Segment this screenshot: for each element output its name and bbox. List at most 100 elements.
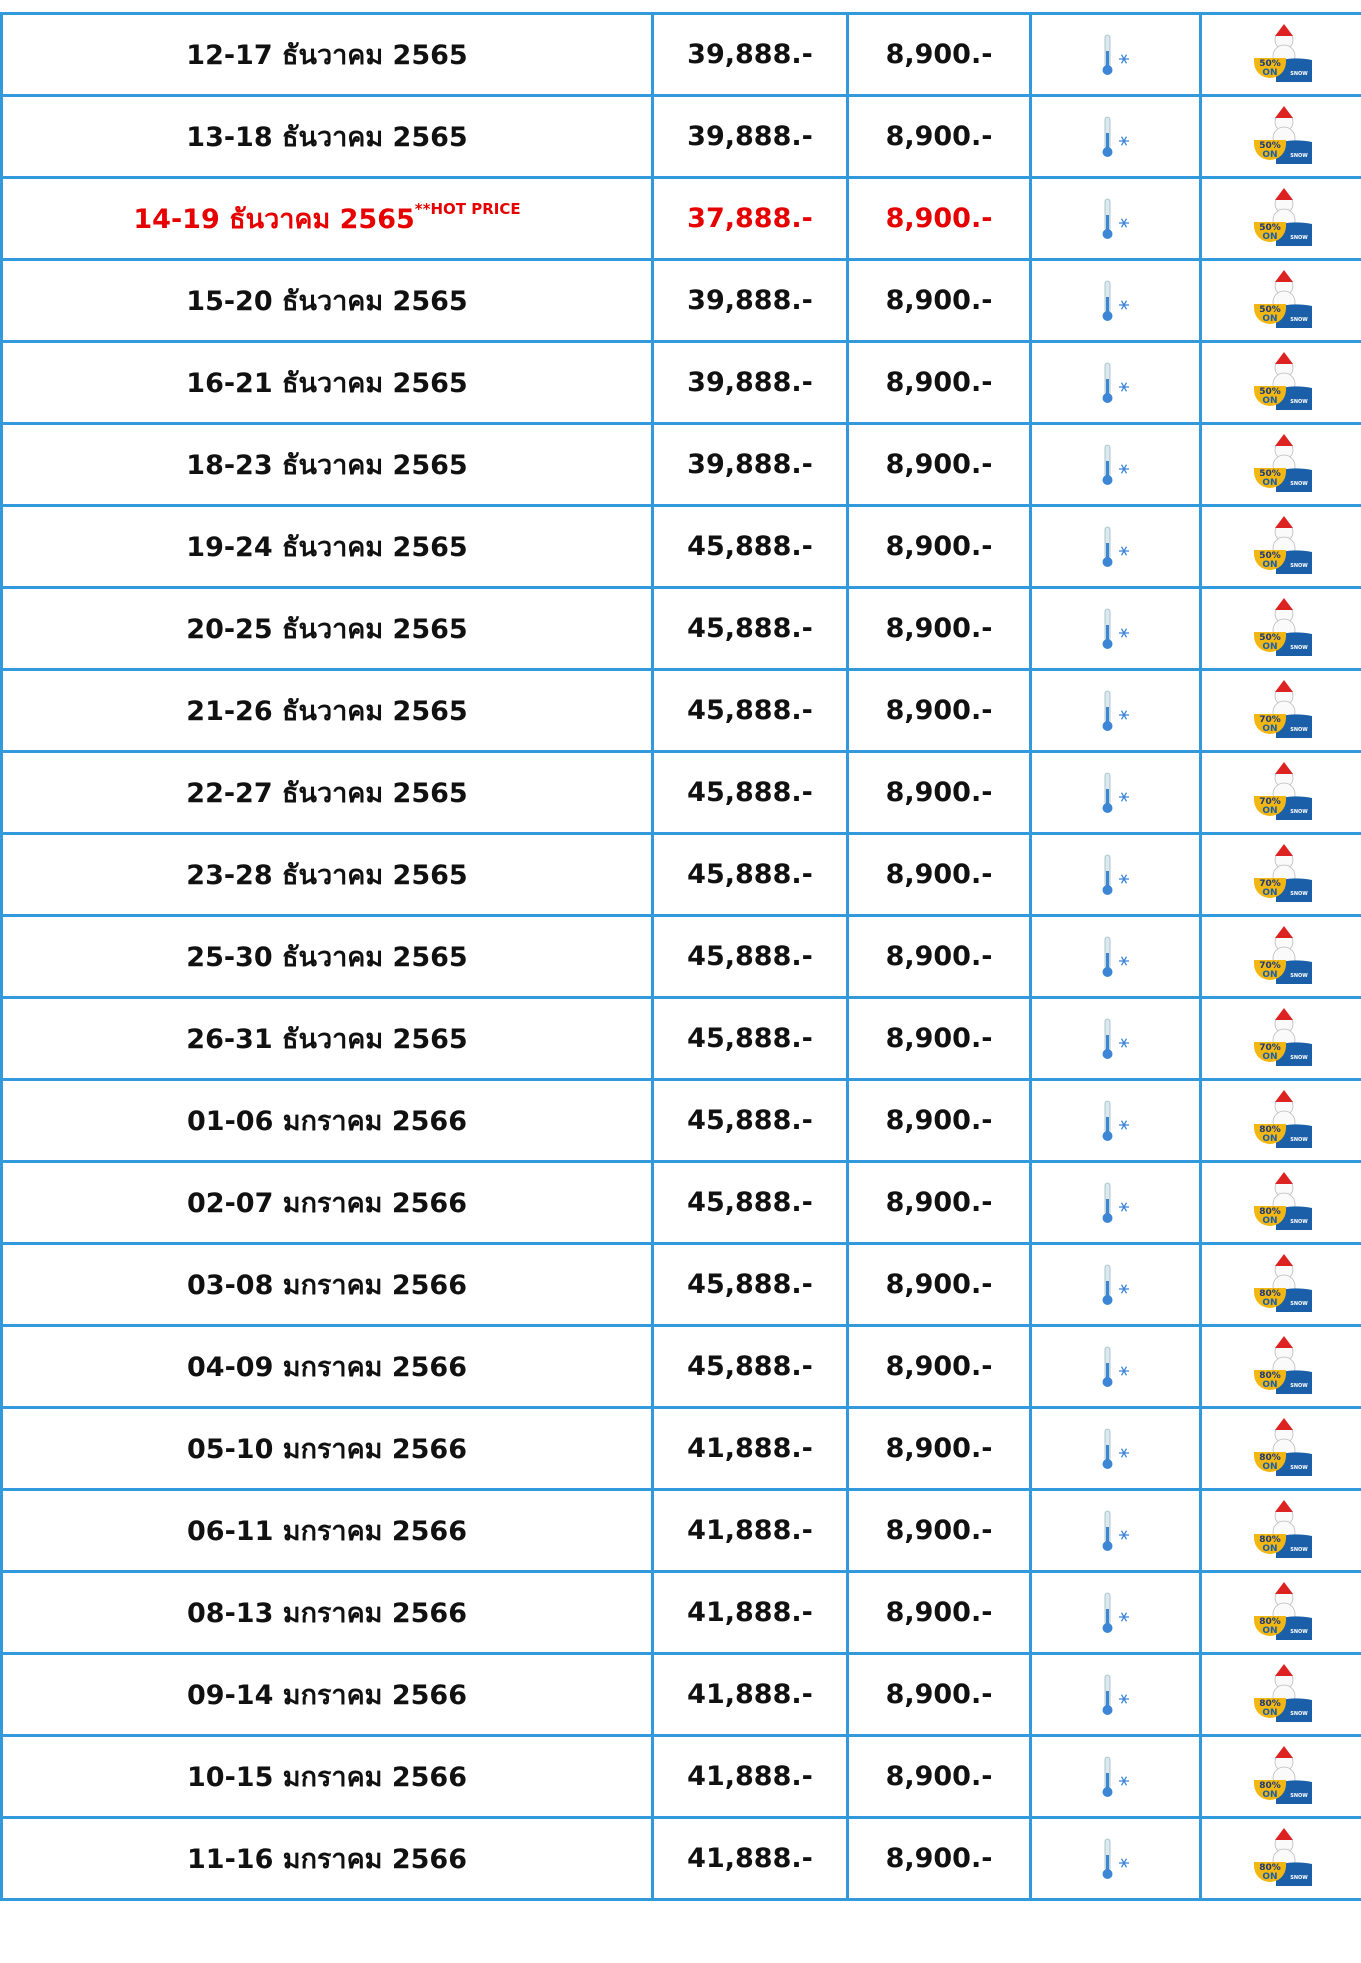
snowman-hat bbox=[1275, 926, 1293, 938]
badge-on: ON bbox=[1262, 970, 1277, 980]
snowman-hat bbox=[1275, 1500, 1293, 1512]
table-row: 01-06 มกราคม 256645,888.-8,900.-80%ONSNO… bbox=[2, 1080, 1361, 1162]
date-cell: 20-25 ธันวาคม 2565 bbox=[2, 588, 653, 670]
badge-on: ON bbox=[1262, 806, 1277, 816]
adult-price: 45,888.- bbox=[687, 695, 813, 726]
weather-cell bbox=[1031, 1736, 1201, 1818]
weather-cell bbox=[1031, 424, 1201, 506]
badge-snow: SNOW bbox=[1290, 1793, 1308, 1799]
single-cell: 8,900.- bbox=[848, 1818, 1031, 1900]
badge-on: ON bbox=[1262, 1380, 1277, 1390]
table-row: 10-15 มกราคม 256641,888.-8,900.-80%ONSNO… bbox=[2, 1736, 1361, 1818]
badge-snow: SNOW bbox=[1290, 71, 1308, 77]
travel-date: 09-14 มกราคม 2566 bbox=[187, 1680, 467, 1711]
thermometer-icon bbox=[1096, 607, 1136, 651]
travel-date: 03-08 มกราคม 2566 bbox=[187, 1270, 467, 1301]
badge-on: ON bbox=[1262, 396, 1277, 406]
thermo-bulb bbox=[1102, 311, 1112, 321]
snow-cell: 50%ONSNOW bbox=[1201, 178, 1361, 260]
badge-on: ON bbox=[1262, 68, 1277, 78]
single-supplement: 8,900.- bbox=[886, 1433, 993, 1464]
badge-snow: SNOW bbox=[1290, 1629, 1308, 1635]
price-cell: 45,888.- bbox=[653, 1162, 848, 1244]
date-cell: 13-18 ธันวาคม 2565 bbox=[2, 96, 653, 178]
thermometer-icon bbox=[1096, 361, 1136, 405]
single-cell: 8,900.- bbox=[848, 1408, 1031, 1490]
thermometer-icon bbox=[1096, 1099, 1136, 1143]
date-cell: 18-23 ธันวาคม 2565 bbox=[2, 424, 653, 506]
snow-cell: 50%ONSNOW bbox=[1201, 260, 1361, 342]
thermo-bulb bbox=[1102, 393, 1112, 403]
price-cell: 37,888.- bbox=[653, 178, 848, 260]
travel-date: 11-16 มกราคม 2566 bbox=[187, 1844, 467, 1875]
table-row: 02-07 มกราคม 256645,888.-8,900.-80%ONSNO… bbox=[2, 1162, 1361, 1244]
snow-cell: 80%ONSNOW bbox=[1201, 1818, 1361, 1900]
badge-snow: SNOW bbox=[1290, 891, 1308, 897]
badge-snow: SNOW bbox=[1290, 1055, 1308, 1061]
thermo-bulb bbox=[1102, 1459, 1112, 1469]
weather-cell bbox=[1031, 1654, 1201, 1736]
snowman-hat bbox=[1275, 1582, 1293, 1594]
snow-badge: 50%ONSNOW bbox=[1250, 514, 1314, 580]
thermometer-icon bbox=[1096, 1263, 1136, 1307]
adult-price: 37,888.- bbox=[687, 203, 813, 234]
weather-cell bbox=[1031, 834, 1201, 916]
snow-badge: 50%ONSNOW bbox=[1250, 104, 1314, 170]
price-cell: 45,888.- bbox=[653, 916, 848, 998]
snow-badge: 70%ONSNOW bbox=[1250, 1006, 1314, 1072]
badge-on: ON bbox=[1262, 724, 1277, 734]
table-row: 25-30 ธันวาคม 256545,888.-8,900.-70%ONSN… bbox=[2, 916, 1361, 998]
single-supplement: 8,900.- bbox=[886, 695, 993, 726]
badge-snow: SNOW bbox=[1290, 481, 1308, 487]
price-cell: 45,888.- bbox=[653, 752, 848, 834]
single-cell: 8,900.- bbox=[848, 1244, 1031, 1326]
single-supplement: 8,900.- bbox=[886, 121, 993, 152]
badge-snow: SNOW bbox=[1290, 1219, 1308, 1225]
travel-date: 15-20 ธันวาคม 2565 bbox=[186, 286, 467, 317]
badge-on: ON bbox=[1262, 478, 1277, 488]
table-row: 16-21 ธันวาคม 256539,888.-8,900.-50%ONSN… bbox=[2, 342, 1361, 424]
thermometer-icon bbox=[1096, 525, 1136, 569]
price-cell: 39,888.- bbox=[653, 14, 848, 96]
thermometer-icon bbox=[1096, 115, 1136, 159]
weather-cell bbox=[1031, 1326, 1201, 1408]
weather-cell bbox=[1031, 916, 1201, 998]
single-cell: 8,900.- bbox=[848, 1162, 1031, 1244]
weather-cell bbox=[1031, 1408, 1201, 1490]
travel-date: 05-10 มกราคม 2566 bbox=[187, 1434, 467, 1465]
snowman-hat bbox=[1275, 1254, 1293, 1266]
single-supplement: 8,900.- bbox=[886, 1679, 993, 1710]
single-supplement: 8,900.- bbox=[886, 1023, 993, 1054]
thermometer-icon bbox=[1096, 33, 1136, 77]
weather-cell bbox=[1031, 342, 1201, 424]
single-supplement: 8,900.- bbox=[886, 859, 993, 890]
travel-date: 10-15 มกราคม 2566 bbox=[187, 1762, 467, 1793]
thermometer-icon bbox=[1096, 279, 1136, 323]
thermo-bulb bbox=[1102, 1131, 1112, 1141]
badge-snow: SNOW bbox=[1290, 727, 1308, 733]
travel-date: 16-21 ธันวาคม 2565 bbox=[186, 368, 467, 399]
weather-cell bbox=[1031, 1490, 1201, 1572]
thermo-bulb bbox=[1102, 967, 1112, 977]
badge-snow: SNOW bbox=[1290, 1383, 1308, 1389]
thermo-bulb bbox=[1102, 1787, 1112, 1797]
price-cell: 41,888.- bbox=[653, 1572, 848, 1654]
snowman-hat bbox=[1275, 516, 1293, 528]
snowman-hat bbox=[1275, 270, 1293, 282]
thermometer-icon bbox=[1096, 1017, 1136, 1061]
table-row: 18-23 ธันวาคม 256539,888.-8,900.-50%ONSN… bbox=[2, 424, 1361, 506]
weather-cell bbox=[1031, 1244, 1201, 1326]
snow-badge: 50%ONSNOW bbox=[1250, 186, 1314, 252]
single-cell: 8,900.- bbox=[848, 1490, 1031, 1572]
snow-cell: 50%ONSNOW bbox=[1201, 424, 1361, 506]
snowman-hat bbox=[1275, 106, 1293, 118]
price-cell: 45,888.- bbox=[653, 670, 848, 752]
table-row: 14-19 ธันวาคม 2565**HOT PRICE37,888.-8,9… bbox=[2, 178, 1361, 260]
date-cell: 14-19 ธันวาคม 2565**HOT PRICE bbox=[2, 178, 653, 260]
thermo-bulb bbox=[1102, 1295, 1112, 1305]
travel-date: 19-24 ธันวาคม 2565 bbox=[186, 532, 467, 563]
